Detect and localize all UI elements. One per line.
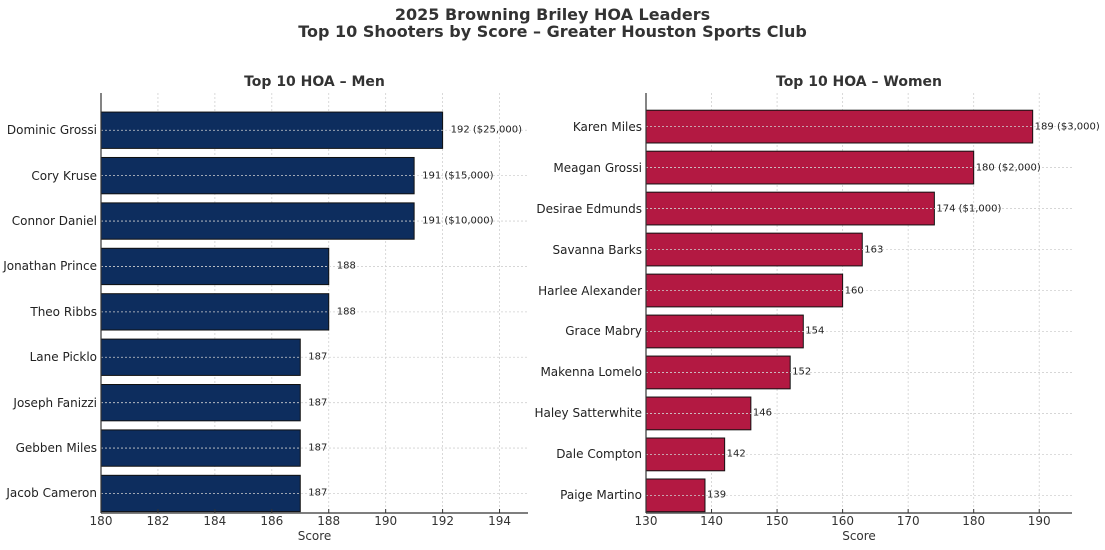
figure-title-line2: Top 10 Shooters by Score – Greater Houst… xyxy=(298,22,807,41)
x-axis-label: Score xyxy=(842,529,876,543)
bar-value-label: 174 ($1,000) xyxy=(936,203,1002,215)
bar-value-label: 146 xyxy=(752,407,772,419)
bar-value-label: 160 xyxy=(844,285,864,296)
bar-value-label: 188 xyxy=(336,306,356,318)
y-category-label: Cory Kruse xyxy=(31,168,97,183)
x-tick-label: 140 xyxy=(700,514,723,528)
bar xyxy=(645,437,726,472)
y-category-label: Harlee Alexander xyxy=(538,283,642,298)
x-tick-label: 188 xyxy=(317,514,341,528)
bar-value-label: 191 ($10,000) xyxy=(422,215,494,227)
women-chart-title: Top 10 HOA – Women xyxy=(776,74,942,90)
bar-value-label: 189 ($3,000) xyxy=(1034,121,1100,133)
bar-value-label: 142 xyxy=(726,448,746,460)
x-tick-label: 194 xyxy=(488,514,511,528)
bar-value-label: 139 xyxy=(706,489,727,501)
bar-value-label: 154 xyxy=(805,325,825,337)
y-category-label: Desirae Edmunds xyxy=(536,201,642,216)
y-category-label: Dominic Grossi xyxy=(6,123,97,138)
x-tick-label: 170 xyxy=(896,514,920,528)
y-category-label: Theo Ribbs xyxy=(30,304,97,319)
y-category-label: Gebben Miles xyxy=(15,441,97,456)
x-tick-label: 180 xyxy=(962,514,986,528)
y-category-label: Dale Compton xyxy=(556,447,642,462)
y-category-label: Joseph Fanizzi xyxy=(13,395,97,410)
x-tick-label: 190 xyxy=(374,514,398,528)
x-tick-label: 184 xyxy=(203,514,227,528)
bar-value-label: 187 xyxy=(308,397,328,409)
y-category-label: Jacob Cameron xyxy=(6,486,97,501)
figure-title-line1: 2025 Browning Briley HOA Leaders xyxy=(394,5,711,24)
y-category-label: Lane Picklo xyxy=(29,350,97,365)
y-category-label: Paige Martino xyxy=(560,488,642,503)
y-category-label: Connor Daniel xyxy=(11,214,97,229)
bar-value-label: 180 ($2,000) xyxy=(975,162,1041,174)
x-tick-label: 190 xyxy=(1027,514,1051,528)
x-tick-label: 180 xyxy=(89,514,113,528)
bar-value-label: 187 xyxy=(308,487,328,499)
y-category-label: Jonathan Prince xyxy=(3,259,97,274)
x-tick-label: 182 xyxy=(146,514,170,528)
x-axis-label: Score xyxy=(297,529,332,543)
bar-value-label: 187 xyxy=(308,351,328,363)
bar-value-label: 187 xyxy=(308,442,328,454)
y-category-label: Makenna Lomelo xyxy=(540,365,642,380)
bar-value-label: 163 xyxy=(864,244,884,256)
bar-value-label: 152 xyxy=(792,366,812,378)
x-tick-label: 192 xyxy=(431,514,455,528)
y-category-label: Savanna Barks xyxy=(552,242,642,257)
x-tick-label: 160 xyxy=(831,514,855,528)
bar-value-label: 191 ($15,000) xyxy=(422,170,494,182)
y-category-label: Grace Mabry xyxy=(565,324,642,339)
y-category-label: Haley Satterwhite xyxy=(534,406,642,421)
men-chart-title: Top 10 HOA – Men xyxy=(244,74,385,90)
y-category-label: Meagan Grossi xyxy=(553,160,642,175)
y-category-label: Karen Miles xyxy=(572,119,642,134)
bar-value-label: 188 xyxy=(336,260,356,272)
x-tick-label: 186 xyxy=(260,514,284,528)
x-tick-label: 130 xyxy=(634,514,658,528)
bar-value-label: 192 ($25,000) xyxy=(450,124,523,136)
x-tick-label: 150 xyxy=(765,514,789,528)
